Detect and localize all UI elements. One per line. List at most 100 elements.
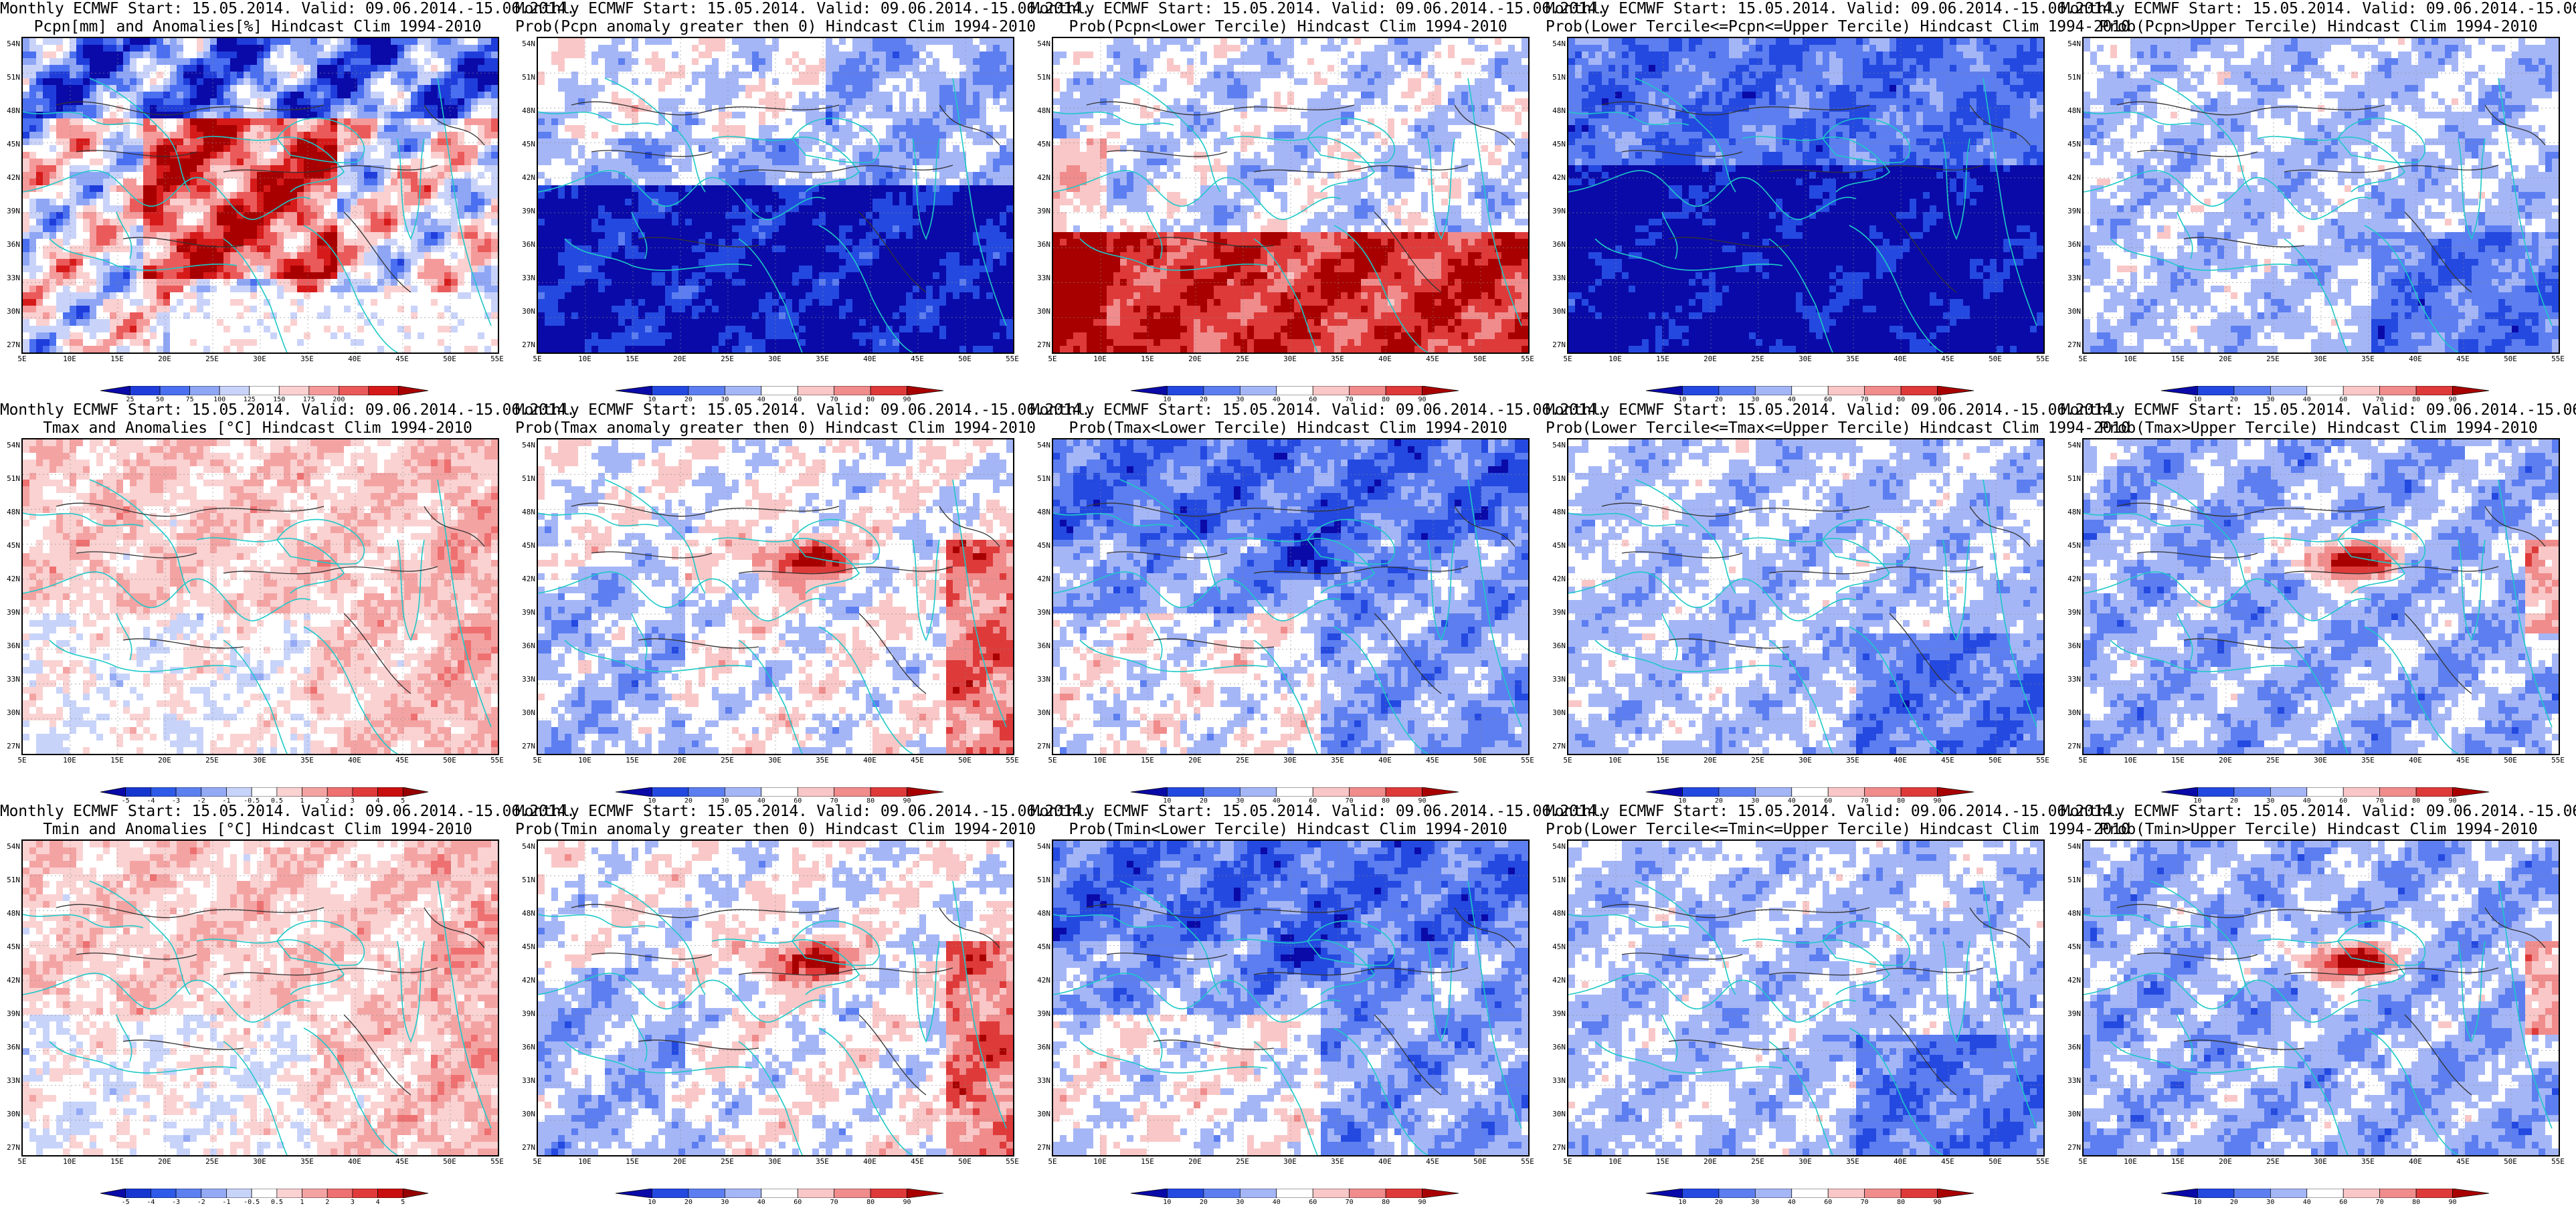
lat-tick-label: 30N xyxy=(0,307,20,316)
lat-tick-label: 33N xyxy=(515,274,535,282)
lon-tick-label: 20E xyxy=(2215,355,2235,363)
lat-tick-label: 33N xyxy=(2061,1076,2081,1085)
lon-tick-label: 25E xyxy=(1232,756,1253,765)
lat-tick-label: 48N xyxy=(0,909,20,918)
lon-tick-label: 10E xyxy=(575,355,595,363)
lon-tick-label: 35E xyxy=(1843,756,1863,765)
lon-tick-label: 15E xyxy=(1653,355,1673,363)
lat-tick-label: 30N xyxy=(515,1110,535,1118)
lat-tick-label: 45N xyxy=(515,541,535,550)
lon-tick-label: 10E xyxy=(1090,355,1110,363)
map-area xyxy=(21,37,499,354)
lat-tick-label: 27N xyxy=(1546,340,1566,349)
colorbar-tick-label: 90 xyxy=(897,1199,917,1206)
lon-tick-label: 40E xyxy=(1375,756,1395,765)
lon-tick-label: 45E xyxy=(1938,355,1958,363)
panel-title-line1: Monthly ECMWF Start: 15.05.2014. Valid: … xyxy=(515,401,1030,419)
lon-tick-label: 10E xyxy=(1090,756,1110,765)
map-field xyxy=(1568,38,2043,353)
lat-tick-label: 33N xyxy=(1030,675,1050,684)
lat-tick-label: 51N xyxy=(515,876,535,884)
colorbar-tick-label: 60 xyxy=(1303,1199,1323,1206)
lat-tick-label: 42N xyxy=(2061,575,2081,583)
map-field xyxy=(2084,841,2559,1155)
colorbar-tick-label: 3 xyxy=(343,1199,363,1206)
lat-tick-label: 51N xyxy=(1030,73,1050,82)
lon-tick-label: 45E xyxy=(1938,756,1958,765)
lat-tick-label: 51N xyxy=(2061,73,2081,82)
lat-tick-label: 48N xyxy=(515,508,535,516)
lon-tick-label: 5E xyxy=(2073,355,2093,363)
lat-tick-label: 36N xyxy=(0,641,20,650)
lat-tick-label: 42N xyxy=(1030,976,1050,985)
lat-tick-label: 33N xyxy=(1030,1076,1050,1085)
lat-tick-label: 27N xyxy=(1546,742,1566,750)
lon-tick-label: 5E xyxy=(527,756,547,765)
lat-tick-label: 33N xyxy=(515,1076,535,1085)
map-area xyxy=(1567,37,2045,354)
lon-tick-label: 20E xyxy=(155,756,175,765)
lon-tick-label: 35E xyxy=(1843,355,1863,363)
map-field xyxy=(2084,38,2559,353)
lon-tick-label: 35E xyxy=(1843,1157,1863,1166)
lon-tick-label: 15E xyxy=(1653,756,1673,765)
map-area xyxy=(2082,438,2560,755)
lat-tick-label: 30N xyxy=(2061,708,2081,717)
lon-tick-label: 35E xyxy=(812,355,832,363)
lat-tick-label: 51N xyxy=(2061,876,2081,884)
lon-tick-label: 30E xyxy=(1795,756,1815,765)
map-area xyxy=(2082,839,2560,1157)
lat-tick-label: 39N xyxy=(0,207,20,215)
colorbar xyxy=(1639,386,1981,395)
lon-tick-label: 15E xyxy=(2168,355,2188,363)
lat-tick-label: 54N xyxy=(1030,441,1050,449)
lat-tick-label: 45N xyxy=(0,541,20,550)
lat-tick-label: 30N xyxy=(0,1110,20,1118)
lat-tick-label: 51N xyxy=(0,73,20,82)
lon-tick-label: 10E xyxy=(575,1157,595,1166)
panel-title-line1: Monthly ECMWF Start: 15.05.2014. Valid: … xyxy=(2061,803,2576,821)
panel-title: Monthly ECMWF Start: 15.05.2014. Valid: … xyxy=(2061,0,2576,36)
lat-tick-label: 54N xyxy=(0,842,20,851)
colorbar-tick-label: 80 xyxy=(2406,1199,2426,1206)
lon-tick-label: 45E xyxy=(2453,355,2473,363)
colorbar-tick-label: 40 xyxy=(1782,1199,1802,1206)
lat-tick-label: 33N xyxy=(2061,675,2081,684)
lon-tick-label: 10E xyxy=(60,756,80,765)
lat-tick-label: 39N xyxy=(515,608,535,617)
lon-tick-label: 5E xyxy=(12,355,32,363)
map-panel: Monthly ECMWF Start: 15.05.2014. Valid: … xyxy=(1546,401,2061,803)
colorbar-tick-label: 90 xyxy=(1928,1199,1948,1206)
colorbar-tick-label: 1 xyxy=(292,1199,312,1206)
lat-tick-label: 33N xyxy=(515,675,535,684)
lat-tick-label: 51N xyxy=(1546,876,1566,884)
panel-title: Monthly ECMWF Start: 15.05.2014. Valid: … xyxy=(1546,803,2061,839)
lon-tick-label: 10E xyxy=(1605,355,1625,363)
lon-tick-label: 50E xyxy=(2500,355,2520,363)
map-area xyxy=(21,438,499,755)
lon-tick-label: 10E xyxy=(1605,756,1625,765)
lat-tick-label: 33N xyxy=(1546,1076,1566,1085)
lon-tick-label: 40E xyxy=(345,756,365,765)
lon-tick-label: 30E xyxy=(765,1157,785,1166)
lon-tick-label: 50E xyxy=(440,756,460,765)
lon-tick-label: 50E xyxy=(1985,756,2005,765)
lat-tick-label: 45N xyxy=(0,140,20,148)
lat-tick-label: 48N xyxy=(0,106,20,115)
lon-tick-label: 30E xyxy=(1795,355,1815,363)
lon-tick-label: 5E xyxy=(12,756,32,765)
lon-tick-label: 20E xyxy=(1185,355,1205,363)
lat-tick-label: 27N xyxy=(1030,742,1050,750)
lat-tick-label: 51N xyxy=(515,73,535,82)
lat-tick-label: 45N xyxy=(1030,140,1050,148)
map-panel: Monthly ECMWF Start: 15.05.2014. Valid: … xyxy=(2061,0,2576,401)
lat-tick-label: 33N xyxy=(0,274,20,282)
lon-tick-label: 40E xyxy=(1890,1157,1910,1166)
panel-title-line2: Prob(Tmax<Lower Tercile) Hindcast Clim 1… xyxy=(1030,419,1546,437)
lat-tick-label: 42N xyxy=(0,976,20,985)
lon-tick-label: 25E xyxy=(1232,355,1253,363)
lat-tick-label: 54N xyxy=(1546,842,1566,851)
lat-tick-label: 36N xyxy=(1030,641,1050,650)
lat-tick-label: 27N xyxy=(0,1143,20,1152)
lat-tick-label: 45N xyxy=(2061,942,2081,951)
